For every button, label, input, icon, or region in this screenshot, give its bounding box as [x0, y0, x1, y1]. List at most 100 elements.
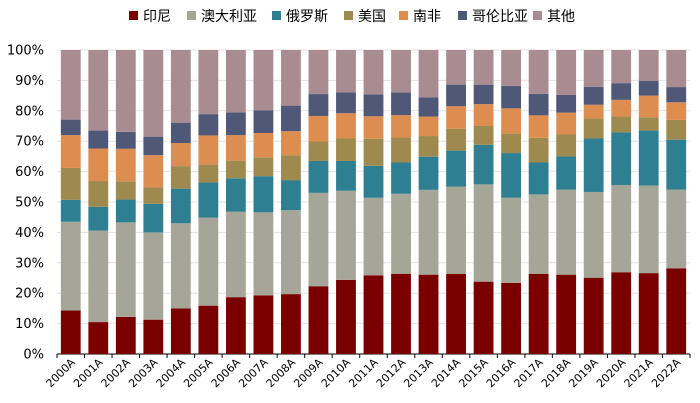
legend-swatch-3: [272, 11, 281, 20]
bar-2002A-series-5: [115, 148, 136, 182]
bar-2005A-series-5: [198, 135, 219, 165]
bar-2021A-series-6: [638, 80, 659, 96]
bar-2009A-series-2: [308, 192, 329, 287]
x-tick-label: 2021A: [622, 356, 657, 391]
bar-2016A-series-3: [501, 153, 522, 198]
bar-2013A-series-5: [418, 116, 439, 137]
bar-2014A-series-5: [446, 106, 466, 129]
y-tick-label: 20%: [15, 287, 44, 302]
bar-2022A-series-7: [666, 50, 687, 88]
bar-2003A-series-6: [143, 136, 164, 156]
bar-2013A-series-6: [418, 97, 439, 117]
y-tick-label: 50%: [15, 196, 44, 211]
bar-2003A-series-7: [143, 50, 164, 137]
bar-2008A-series-1: [281, 294, 301, 354]
y-tick-label: 80%: [15, 104, 44, 119]
bar-2006A-series-4: [225, 160, 246, 179]
bar-2012A-series-4: [391, 137, 411, 163]
bar-2003A-series-2: [143, 232, 164, 320]
bar-2015A-series-6: [473, 84, 494, 105]
bar-2016A-series-6: [501, 85, 522, 109]
bar-2021A-series-2: [638, 185, 659, 274]
x-tick-label: 2015A: [456, 356, 491, 391]
bar-2001A-series-7: [88, 50, 109, 131]
bar-2009A-series-1: [308, 286, 329, 354]
bar-2011A-series-2: [363, 197, 384, 276]
bar-2006A-series-7: [225, 50, 246, 113]
bar-2002A-series-6: [115, 131, 136, 149]
bar-2009A-series-6: [308, 94, 329, 116]
bar-2013A-series-4: [418, 136, 439, 157]
legend-label-7: 其他: [547, 9, 575, 25]
bar-2002A-series-1: [115, 316, 136, 354]
bar-2021A-series-5: [638, 95, 659, 118]
legend-swatch-7: [533, 11, 542, 20]
bar-2015A-series-4: [473, 126, 494, 145]
bar-2012A-series-3: [391, 162, 411, 194]
bar-2008A-series-4: [281, 155, 301, 181]
bar-2007A-series-3: [253, 176, 274, 213]
bar-2007A-series-4: [253, 157, 274, 177]
bar-2005A-series-3: [198, 182, 219, 218]
bar-2002A-series-3: [115, 199, 136, 223]
y-tick-label: 30%: [15, 256, 44, 271]
bar-2012A-series-1: [391, 273, 411, 354]
bar-2003A-series-5: [143, 155, 164, 188]
legend-label-2: 澳大利亚: [201, 9, 257, 25]
bar-2019A-series-4: [583, 118, 604, 139]
bar-2009A-series-4: [308, 141, 329, 161]
bar-2008A-series-7: [281, 50, 301, 106]
bar-2000A-series-5: [60, 135, 81, 168]
y-axis: 0% 10% 20% 30% 40% 50% 60% 70% 80% 90% 100%: [7, 44, 44, 363]
bar-2017A-series-7: [528, 50, 549, 94]
x-tick-label: 2011A: [346, 356, 381, 391]
bar-2001A-series-6: [88, 130, 109, 149]
bar-2016A-series-2: [501, 197, 522, 283]
bar-2019A-series-7: [583, 50, 604, 87]
bar-2011A-series-7: [363, 50, 384, 95]
bar-2000A-series-7: [60, 50, 81, 120]
legend-label-5: 南非: [413, 9, 441, 25]
bar-2018A-series-3: [556, 156, 577, 190]
bar-2019A-series-1: [583, 277, 604, 354]
bar-2000A-series-1: [60, 310, 81, 354]
bar-2018A-series-5: [556, 112, 577, 135]
bar-2007A-series-1: [253, 295, 274, 354]
bar-2022A-series-3: [666, 139, 687, 190]
x-tick-label: 2006A: [209, 356, 244, 391]
bar-2015A-series-2: [473, 184, 494, 282]
legend-swatch-5: [399, 11, 408, 20]
x-tick-label: 2002A: [99, 356, 134, 391]
bar-2002A-series-2: [115, 222, 136, 317]
bar-2020A-series-7: [611, 50, 632, 84]
bar-2013A-series-3: [418, 156, 439, 190]
bar-2018A-series-7: [556, 50, 577, 95]
bar-2020A-series-4: [611, 116, 632, 133]
bar-2009A-series-3: [308, 160, 329, 193]
legend-swatch-2: [187, 11, 196, 20]
bar-2010A-series-1: [336, 279, 356, 354]
bar-2001A-series-3: [88, 206, 109, 231]
bar-2000A-series-4: [60, 167, 81, 200]
y-tick-label: 40%: [15, 226, 44, 241]
bar-2020A-series-6: [611, 83, 632, 100]
bar-2014A-series-6: [446, 84, 466, 107]
bar-2007A-series-2: [253, 212, 274, 296]
x-tick-label: 2012A: [374, 356, 409, 391]
bar-2012A-series-2: [391, 193, 411, 274]
bar-2004A-series-7: [170, 50, 191, 123]
bar-2011A-series-3: [363, 165, 384, 198]
x-tick-label: 2009A: [291, 356, 326, 391]
y-tick-label: 100%: [7, 44, 44, 59]
bar-2013A-series-7: [418, 50, 439, 98]
bar-2004A-series-1: [170, 308, 191, 354]
bar-2022A-series-6: [666, 87, 687, 103]
bar-2018A-series-2: [556, 189, 577, 275]
bar-2003A-series-3: [143, 203, 164, 233]
bar-2014A-series-3: [446, 150, 466, 187]
bar-2001A-series-5: [88, 148, 109, 182]
bar-2018A-series-1: [556, 274, 577, 354]
bar-2011A-series-6: [363, 94, 384, 117]
legend: 印尼 澳大利亚 俄罗斯 美国 南非 哥伦比亚 其他: [129, 9, 575, 25]
bar-2011A-series-1: [363, 275, 384, 354]
